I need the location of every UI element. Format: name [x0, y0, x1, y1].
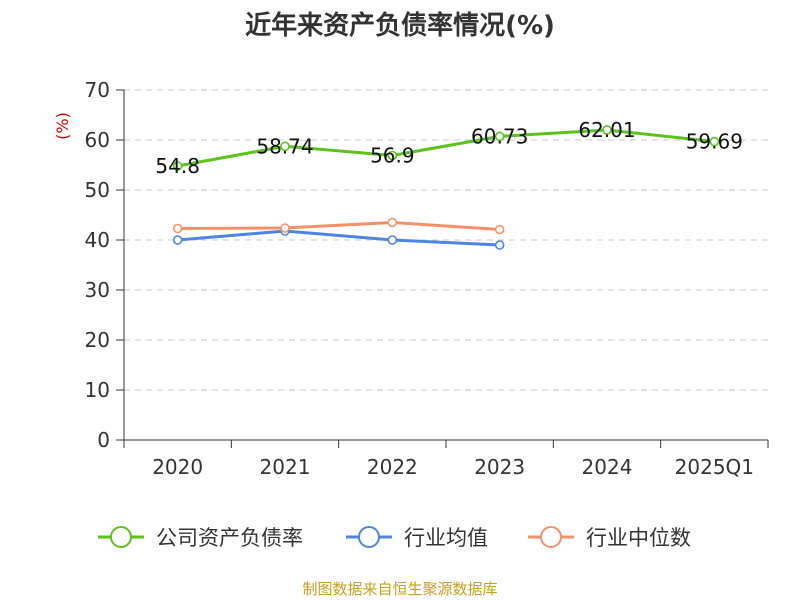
series-line-1	[177, 229, 500, 247]
series-1-point-0	[172, 235, 183, 245]
x-tick-label-2024: 2024	[582, 455, 633, 479]
source-note: 制图数据来自恒生聚源数据库	[302, 580, 497, 598]
series-2-point-2	[387, 217, 398, 228]
x-tick-label-2021: 2021	[260, 455, 311, 479]
axes: 0 10 20 30 40 50 60 70 2020 2021 2022 2023 2024 2025Q…	[85, 78, 769, 479]
y-tick-label-20: 20	[85, 328, 110, 352]
data-label-3: 60.73	[471, 124, 528, 148]
series-0-point-0	[172, 161, 183, 171]
y-tick-label-60: 60	[85, 128, 110, 152]
data-label-4: 62.01	[578, 118, 635, 142]
legend-label-2: 行业中位数	[586, 526, 691, 550]
series-lines	[172, 125, 720, 250]
y-tick-label-70: 70	[85, 78, 110, 102]
data-label-2: 56.9	[370, 144, 415, 168]
legend-marker-1	[358, 526, 380, 548]
series-0-point-1	[280, 141, 290, 152]
series-1-point-2	[387, 235, 398, 245]
y-tick-label-40: 40	[85, 228, 110, 252]
legend-label-0: 公司资产负债率	[156, 526, 303, 550]
x-tick-label-2025Q1: 2025Q1	[675, 455, 754, 479]
series-line-0	[177, 128, 715, 168]
legend-marker-2	[540, 526, 562, 548]
data-label-1: 58.74	[256, 134, 313, 158]
series-2-point-0	[172, 223, 183, 234]
y-tick-label-50: 50	[85, 178, 110, 202]
data-label-5: 59.69	[686, 130, 743, 154]
x-tick-label-2023: 2023	[474, 455, 525, 479]
data-labels: 54.8 58.74 56.9 60.73 62.01 59.69	[155, 118, 743, 178]
series-0-point-5	[709, 136, 720, 147]
grid-lines	[124, 89, 768, 391]
series-1-point-3	[494, 240, 505, 250]
legend-label-1: 行业均值	[404, 526, 488, 550]
series-2-point-1	[280, 223, 290, 233]
series-0-point-3	[494, 131, 505, 142]
legend-marker-0	[110, 526, 132, 548]
series-0-point-4	[602, 125, 612, 135]
series-line-2	[177, 221, 500, 231]
series-0-point-2	[387, 150, 398, 161]
data-label-0: 54.8	[155, 154, 200, 178]
x-tick-label-2020: 2020	[152, 455, 203, 479]
x-tick-label-2022: 2022	[367, 455, 418, 479]
y-tick-label-0: 0	[97, 428, 110, 452]
series-2-point-3	[494, 224, 505, 235]
y-tick-label-30: 30	[85, 278, 110, 302]
chart-title: 近年来资产负债率情况(%)	[245, 10, 555, 41]
y-tick-label-10: 10	[85, 378, 110, 402]
legend: 公司资产负债率 行业均值 行业中位数	[98, 526, 691, 550]
y-axis-label: (%)	[53, 112, 72, 140]
